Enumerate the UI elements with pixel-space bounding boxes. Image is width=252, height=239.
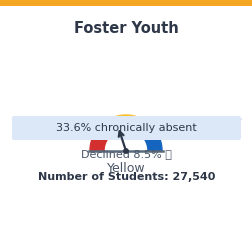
Text: 33.6% chronically absent: 33.6% chronically absent: [56, 123, 196, 133]
Text: Foster Youth: Foster Youth: [74, 21, 178, 36]
Polygon shape: [143, 130, 161, 151]
Polygon shape: [132, 117, 154, 138]
Text: Declined 8.5% ⓧ: Declined 8.5% ⓧ: [81, 149, 171, 159]
Polygon shape: [97, 117, 119, 138]
Polygon shape: [114, 115, 137, 130]
Polygon shape: [90, 130, 108, 151]
Circle shape: [123, 149, 128, 153]
FancyBboxPatch shape: [12, 116, 240, 140]
Text: Number of Students: 27,540: Number of Students: 27,540: [38, 172, 214, 182]
Text: Yellow: Yellow: [106, 162, 145, 174]
FancyBboxPatch shape: [0, 0, 252, 6]
